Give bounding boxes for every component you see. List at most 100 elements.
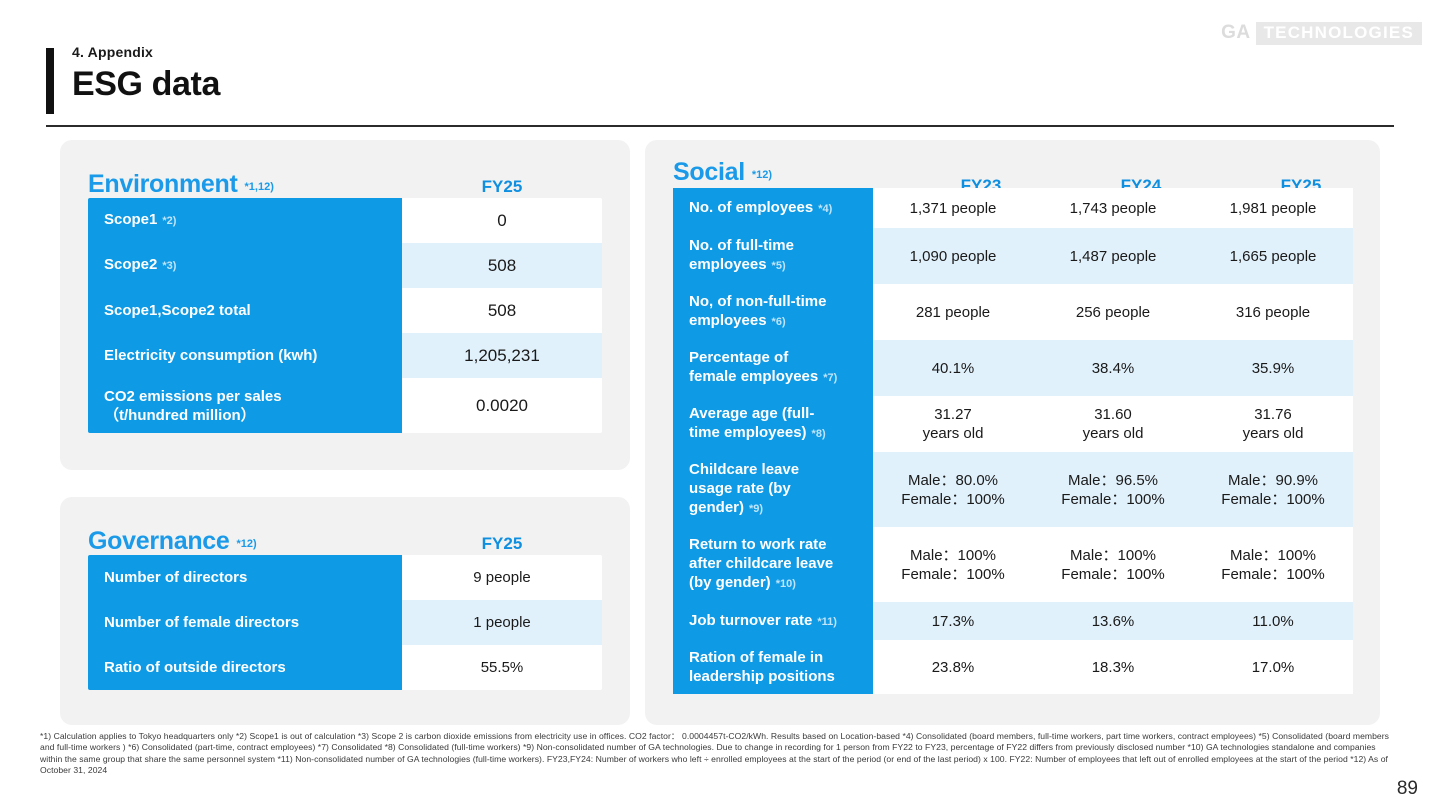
row-value: 1,090 people (873, 228, 1033, 284)
environment-table: Scope1 *2) 0 Scope2 *3) 508 Scope1,Scope2 tota… (88, 198, 602, 433)
row-value: 55.5% (402, 645, 602, 690)
row-label: Number of female directors (88, 600, 402, 645)
row-label-footnote: *3) (162, 260, 177, 272)
logo-technologies-text: TECHNOLOGIES (1255, 21, 1422, 45)
environment-header: Environment *1,12) FY25 (88, 170, 602, 199)
row-value: 1,743 people (1033, 188, 1193, 228)
table-row: No, of non-full-time employees *6) 281 peo… (673, 284, 1353, 340)
row-label-text: Scope2 (104, 256, 158, 273)
row-label: No, of non-full-time employees *6) (673, 284, 873, 340)
row-label-text: CO2 emissions per sales （t/hundred milli… (104, 387, 282, 424)
governance-header: Governance *12) FY25 (88, 527, 602, 556)
row-label-text: Average age (full- time employees) (689, 405, 815, 441)
row-value: Male：100% Female：100% (1193, 527, 1353, 602)
row-label-text: Return to work rate after childcare leav… (689, 536, 834, 591)
row-label-footnote: *10) (775, 578, 796, 590)
header-divider (46, 125, 1394, 127)
row-value: 1,487 people (1033, 228, 1193, 284)
page-number: 89 (1396, 778, 1418, 799)
row-value: 35.9% (1193, 340, 1353, 396)
row-label: Return to work rate after childcare leav… (673, 527, 873, 602)
environment-title-footnote: *1,12) (244, 181, 274, 193)
environment-title: Environment (88, 170, 238, 198)
row-value: 1,371 people (873, 188, 1033, 228)
page-title: ESG data (72, 65, 220, 103)
row-value: 13.6% (1033, 602, 1193, 640)
row-value: 0 (402, 198, 602, 243)
governance-table: Number of directors 9 people Number of fem… (88, 555, 602, 690)
row-label-footnote: *4) (818, 202, 833, 215)
table-row: Job turnover rate *11) 17.3% 13.6% 11.0% (673, 602, 1353, 640)
table-row: Average age (full- time employees) *8) 31.… (673, 396, 1353, 452)
table-row: Childcare leave usage rate (by gender) *9… (673, 452, 1353, 527)
row-value: 1 people (402, 600, 602, 645)
environment-table-body: Scope1 *2) 0 Scope2 *3) 508 Scope1,Scope2 tota… (88, 198, 602, 433)
row-value: 1,665 people (1193, 228, 1353, 284)
row-label: Scope1 *2) (88, 198, 402, 243)
row-label-text: Childcare leave usage rate (by gender) (689, 461, 800, 516)
section-eyebrow: 4. Appendix (72, 44, 154, 60)
social-title: Social (673, 158, 745, 186)
row-label-text: Ration of female in leadership positions (689, 649, 835, 685)
row-label: Scope2 *3) (88, 243, 402, 288)
row-label-text: Scope1,Scope2 total (104, 302, 251, 319)
row-label-footnote: *2) (162, 215, 177, 227)
row-value: 23.8% (873, 640, 1033, 694)
social-card: Social *12) FY23 FY24 FY25 No. of employee… (645, 140, 1380, 725)
row-value: 1,981 people (1193, 188, 1353, 228)
row-value: Male：90.9% Female：100% (1193, 452, 1353, 527)
row-value: Male：96.5% Female：100% (1033, 452, 1193, 527)
row-value: 0.0020 (402, 378, 602, 433)
row-label: No. of employees *4) (673, 188, 873, 228)
row-value: 281 people (873, 284, 1033, 340)
social-title-footnote: *12) (751, 169, 773, 181)
social-header: Social *12) FY23 FY24 FY25 (673, 158, 1353, 195)
row-value: 508 (402, 288, 602, 333)
row-label-text: No. of employees (689, 198, 814, 216)
row-label-text: No. of full-time employees (689, 237, 794, 273)
table-row: No. of employees *4) 1,371 people 1,743 peo… (673, 188, 1353, 228)
row-label-footnote: *8) (811, 428, 826, 440)
row-value: Male：100% Female：100% (873, 527, 1033, 602)
logo-ga-text: GA (1221, 22, 1251, 43)
row-label: Number of directors (88, 555, 402, 600)
row-label: Average age (full- time employees) *8) (673, 396, 873, 452)
governance-title-footnote: *12) (236, 538, 257, 550)
row-label: CO2 emissions per sales （t/hundred milli… (88, 378, 402, 433)
row-value: 17.3% (873, 602, 1033, 640)
table-row: Ratio of outside directors 55.5% (88, 645, 602, 690)
social-table-body: No. of employees *4) 1,371 people 1,743 peo… (673, 188, 1353, 694)
table-row: Electricity consumption (kwh) 1,205,231 (88, 333, 602, 378)
ga-technologies-logo: GA TECHNOLOGIES (1221, 21, 1422, 45)
row-value: 18.3% (1033, 640, 1193, 694)
row-label-footnote: *11) (817, 615, 837, 628)
table-row: Number of directors 9 people (88, 555, 602, 600)
row-value: Male：80.0% Female：100% (873, 452, 1033, 527)
table-row: CO2 emissions per sales （t/hundred milli… (88, 378, 602, 433)
row-label: Ration of female in leadership positions (673, 640, 873, 694)
row-value: 31.27 years old (873, 396, 1033, 452)
slide-header: 4. Appendix ESG data (46, 44, 220, 114)
row-label: Ratio of outside directors (88, 645, 402, 690)
row-value: Male：100% Female：100% (1033, 527, 1193, 602)
table-row: Ration of female in leadership positions… (673, 640, 1353, 694)
row-label: Scope1,Scope2 total (88, 288, 402, 333)
governance-title: Governance (88, 527, 230, 555)
row-label: Childcare leave usage rate (by gender) *9… (673, 452, 873, 527)
row-label-footnote: *5) (771, 260, 786, 272)
row-value: 17.0% (1193, 640, 1353, 694)
row-value: 31.60 years old (1033, 396, 1193, 452)
governance-year-header: FY25 (481, 534, 523, 553)
table-row: Percentage of female employees *7) 40.1% 38… (673, 340, 1353, 396)
governance-table-body: Number of directors 9 people Number of fem… (88, 555, 602, 690)
row-value: 38.4% (1033, 340, 1193, 396)
table-row: Scope1 *2) 0 (88, 198, 602, 243)
row-value: 40.1% (873, 340, 1033, 396)
row-label-text: No, of non-full-time employees (689, 293, 827, 329)
row-value: 11.0% (1193, 602, 1353, 640)
table-row: No. of full-time employees *5) 1,090 peopl… (673, 228, 1353, 284)
row-label: Electricity consumption (kwh) (88, 333, 402, 378)
footnotes: *1) Calculation applies to Tokyo headqua… (40, 731, 1390, 775)
row-value: 9 people (402, 555, 602, 600)
